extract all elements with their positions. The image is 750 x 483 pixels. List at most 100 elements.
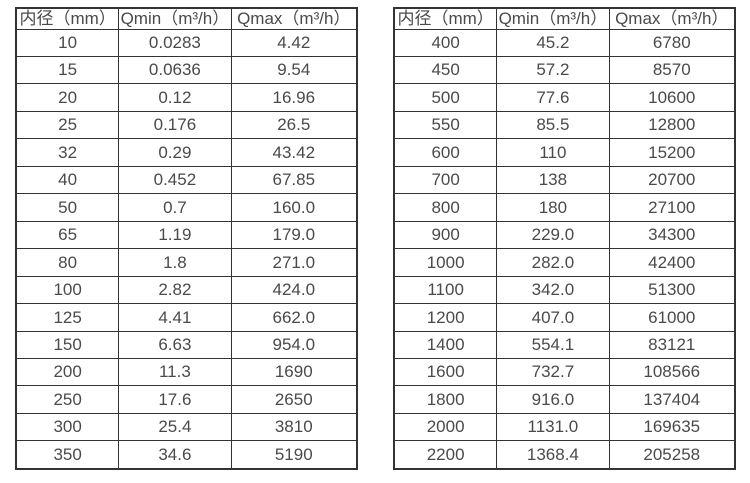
cell: 0.29 xyxy=(118,138,232,167)
cell: 229.0 xyxy=(496,220,610,250)
cell: 25 xyxy=(15,110,120,140)
cell: 108566 xyxy=(608,357,736,387)
cell: 8570 xyxy=(608,55,736,85)
header-row: 内径（mm） Qmin（m³/h） Qmax（m³/h） xyxy=(393,7,736,30)
cell: 12800 xyxy=(608,110,736,140)
cell: 9.54 xyxy=(230,55,358,85)
cell: 42400 xyxy=(608,248,736,277)
cell: 282.0 xyxy=(496,248,610,277)
cell: 6.63 xyxy=(118,330,232,359)
cell: 27100 xyxy=(608,193,736,222)
cell: 15 xyxy=(15,55,120,85)
cell: 1131.0 xyxy=(496,412,610,442)
cell: 34.6 xyxy=(118,440,232,470)
cell: 1368.4 xyxy=(496,440,610,470)
table-row: 2000 1131.0 169635 xyxy=(393,412,736,442)
cell: 67.85 xyxy=(230,165,358,195)
cell: 550 xyxy=(393,110,498,140)
cell: 600 xyxy=(393,138,498,167)
cell: 61000 xyxy=(608,303,736,332)
table-row: 1000 282.0 42400 xyxy=(393,248,736,277)
table-row: 1400 554.1 83121 xyxy=(393,330,736,359)
cell: 25.4 xyxy=(118,412,232,442)
cell: 4.42 xyxy=(230,28,358,58)
cell: 954.0 xyxy=(230,330,358,359)
table-row: 150 6.63 954.0 xyxy=(15,330,358,359)
column-header: 内径（mm） xyxy=(393,7,498,30)
cell: 424.0 xyxy=(230,275,358,305)
cell: 2.82 xyxy=(118,275,232,305)
table-row: 32 0.29 43.42 xyxy=(15,138,358,167)
table-row: 80 1.8 271.0 xyxy=(15,248,358,277)
cell: 150 xyxy=(15,330,120,359)
cell: 1100 xyxy=(393,275,498,305)
table-row: 10 0.0283 4.42 xyxy=(15,28,358,58)
header-row: 内径（mm） Qmin（m³/h） Qmax（m³/h） xyxy=(15,7,358,30)
table-row: 500 77.6 10600 xyxy=(393,83,736,112)
cell: 205258 xyxy=(608,440,736,470)
cell: 11.3 xyxy=(118,357,232,387)
cell: 200 xyxy=(15,357,120,387)
cell: 500 xyxy=(393,83,498,112)
cell: 17.6 xyxy=(118,385,232,414)
cell: 3810 xyxy=(230,412,358,442)
cell: 1400 xyxy=(393,330,498,359)
cell: 20700 xyxy=(608,165,736,195)
column-header: Qmax（m³/h） xyxy=(608,7,736,30)
table-row: 2200 1368.4 205258 xyxy=(393,440,736,470)
table-row: 1100 342.0 51300 xyxy=(393,275,736,305)
table-row: 550 85.5 12800 xyxy=(393,110,736,140)
table-row: 15 0.0636 9.54 xyxy=(15,55,358,85)
cell: 34300 xyxy=(608,220,736,250)
cell: 80 xyxy=(15,248,120,277)
cell: 900 xyxy=(393,220,498,250)
cell: 20 xyxy=(15,83,120,112)
cell: 0.176 xyxy=(118,110,232,140)
flow-table-large-diameters: 内径（mm） Qmin（m³/h） Qmax（m³/h） 400 45.2 6780 450… xyxy=(393,7,736,470)
table-row: 450 57.2 8570 xyxy=(393,55,736,85)
cell: 0.0636 xyxy=(118,55,232,85)
cell: 662.0 xyxy=(230,303,358,332)
cell: 2200 xyxy=(393,440,498,470)
cell: 26.5 xyxy=(230,110,358,140)
table-row: 250 17.6 2650 xyxy=(15,385,358,414)
cell: 0.7 xyxy=(118,193,232,222)
table-row: 20 0.12 16.96 xyxy=(15,83,358,112)
cell: 2650 xyxy=(230,385,358,414)
table-row: 300 25.4 3810 xyxy=(15,412,358,442)
cell: 125 xyxy=(15,303,120,332)
cell: 43.42 xyxy=(230,138,358,167)
cell: 1200 xyxy=(393,303,498,332)
cell: 169635 xyxy=(608,412,736,442)
cell: 554.1 xyxy=(496,330,610,359)
table-row: 25 0.176 26.5 xyxy=(15,110,358,140)
cell: 137404 xyxy=(608,385,736,414)
cell: 800 xyxy=(393,193,498,222)
cell: 65 xyxy=(15,220,120,250)
table-row: 200 11.3 1690 xyxy=(15,357,358,387)
table-row: 40 0.452 67.85 xyxy=(15,165,358,195)
cell: 1800 xyxy=(393,385,498,414)
column-header: Qmin（m³/h） xyxy=(118,7,232,30)
cell: 1.19 xyxy=(118,220,232,250)
cell: 1000 xyxy=(393,248,498,277)
cell: 0.12 xyxy=(118,83,232,112)
cell: 400 xyxy=(393,28,498,58)
cell: 51300 xyxy=(608,275,736,305)
table-row: 50 0.7 160.0 xyxy=(15,193,358,222)
cell: 16.96 xyxy=(230,83,358,112)
cell: 450 xyxy=(393,55,498,85)
table-row: 125 4.41 662.0 xyxy=(15,303,358,332)
cell: 0.452 xyxy=(118,165,232,195)
table-row: 600 110 15200 xyxy=(393,138,736,167)
cell: 407.0 xyxy=(496,303,610,332)
cell: 179.0 xyxy=(230,220,358,250)
cell: 15200 xyxy=(608,138,736,167)
cell: 57.2 xyxy=(496,55,610,85)
table-row: 100 2.82 424.0 xyxy=(15,275,358,305)
cell: 138 xyxy=(496,165,610,195)
cell: 0.0283 xyxy=(118,28,232,58)
cell: 10600 xyxy=(608,83,736,112)
cell: 1690 xyxy=(230,357,358,387)
cell: 85.5 xyxy=(496,110,610,140)
